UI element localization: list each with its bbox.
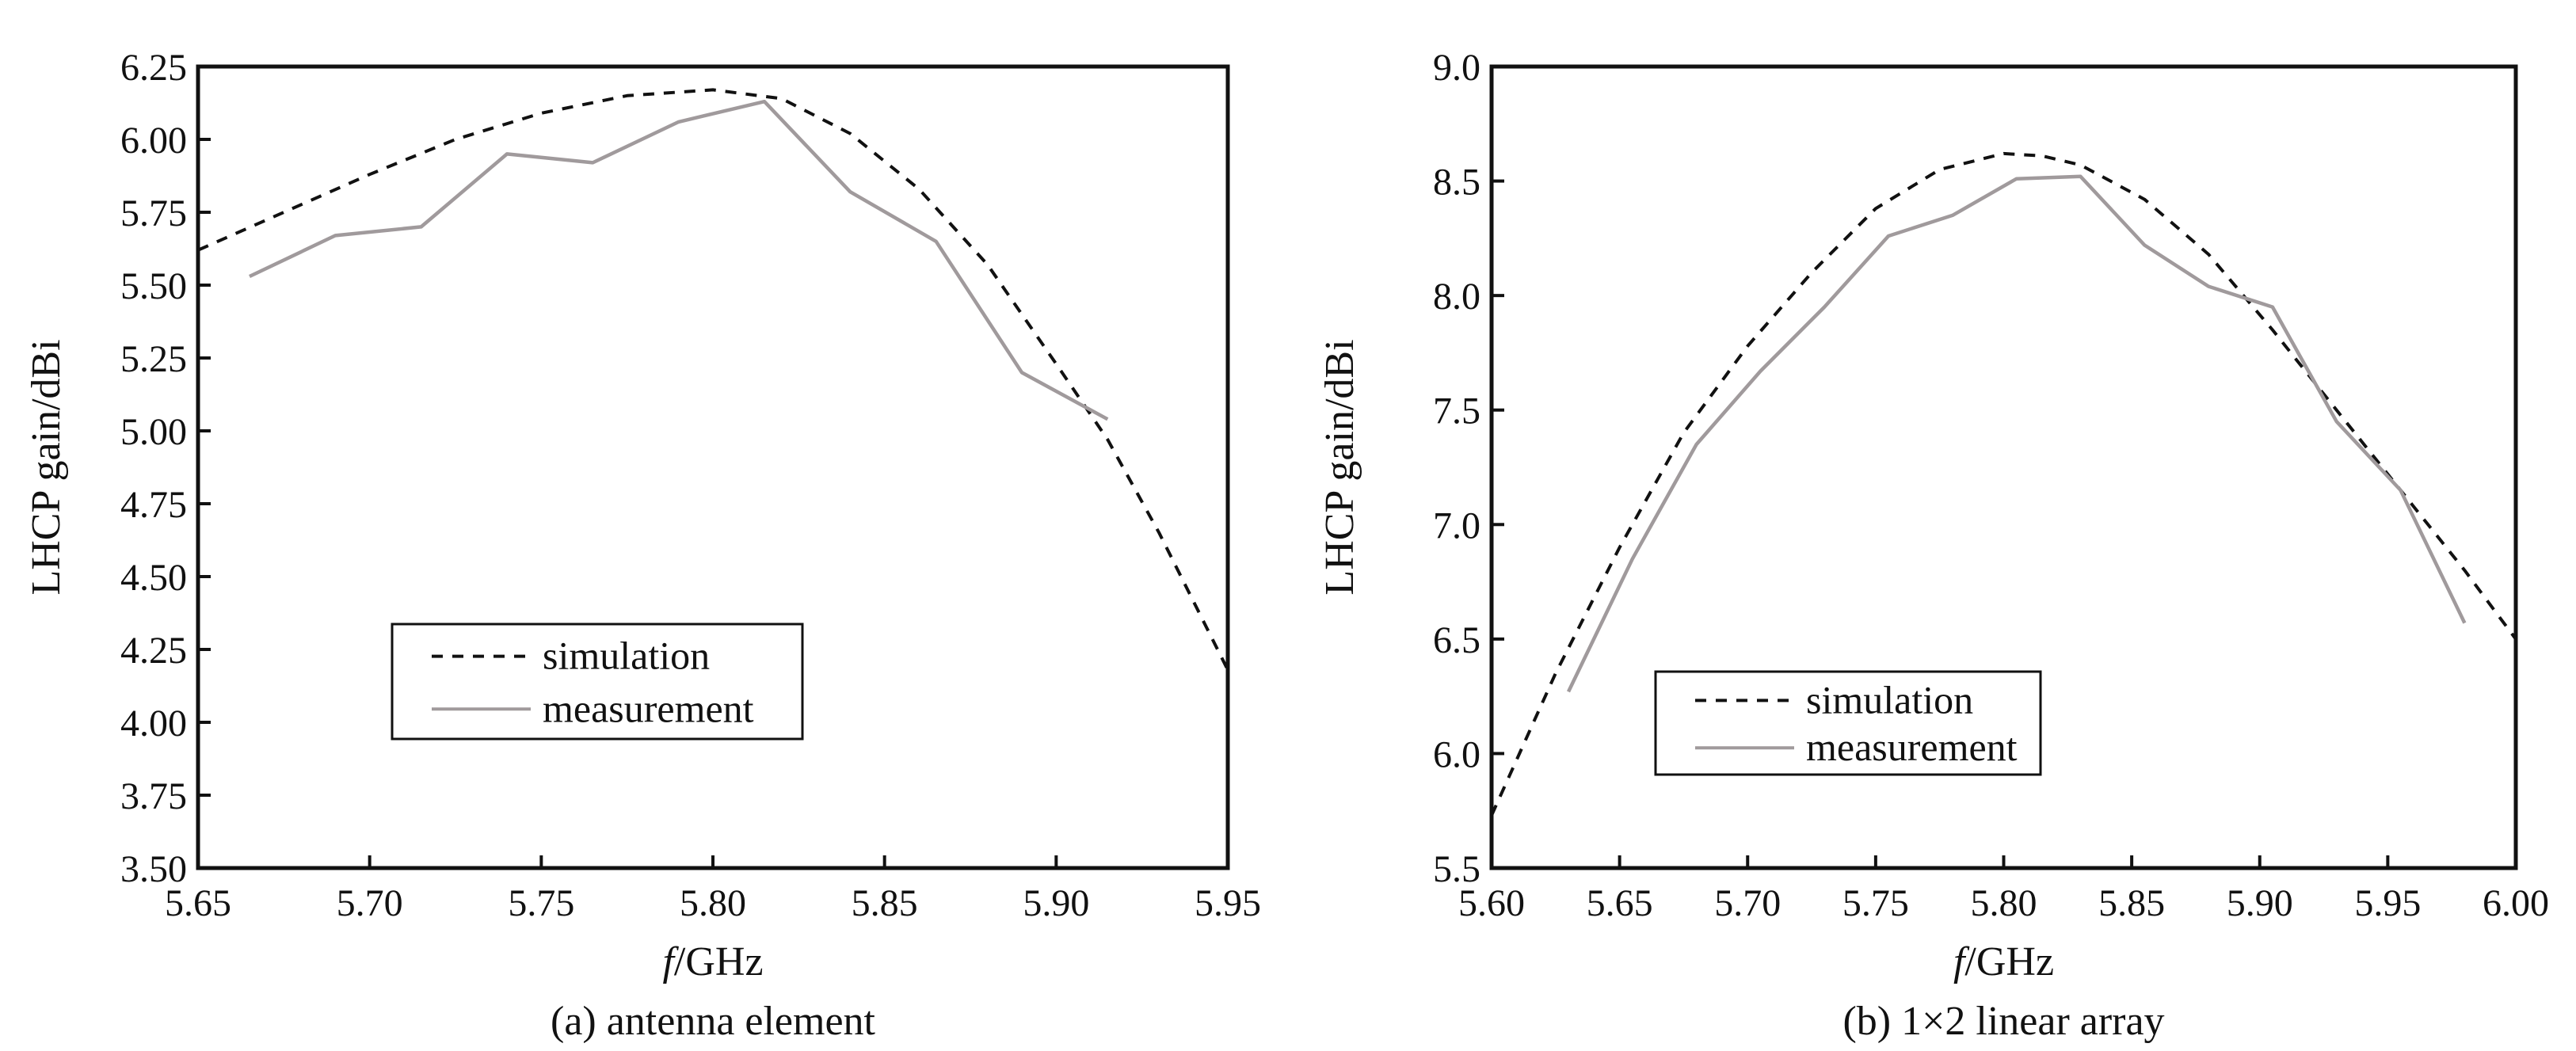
series-line-simulation xyxy=(1490,151,2517,817)
x-tick-label: 5.65 xyxy=(165,882,231,924)
y-tick-label: 6.5 xyxy=(1433,619,1480,661)
x-tick-label: 5.65 xyxy=(1587,882,1653,924)
x-tick-label: 5.80 xyxy=(680,882,746,924)
x-tick-label: 5.90 xyxy=(2227,882,2293,924)
x-tick-label: 5.75 xyxy=(508,882,574,924)
x-tick-label: 5.95 xyxy=(2354,882,2421,924)
x-axis-label-unit: /GHz xyxy=(674,939,764,984)
legend-measurement-label: measurement xyxy=(1806,725,2018,769)
series-line-measurement xyxy=(249,99,1109,421)
y-tick-label: 6.0 xyxy=(1433,733,1480,775)
y-tick-label: 5.5 xyxy=(1433,848,1480,890)
panel-caption: (a) antenna element xyxy=(551,999,876,1044)
x-tick-label: 5.70 xyxy=(1714,882,1781,924)
ticks-linear-array: 5.60 5.65 5.70 5.75 5.80 5.85 5.90 5.95 6.00 5.5 6… xyxy=(1433,47,2549,924)
plot-frame-antenna-element xyxy=(196,64,1230,870)
y-tick-label: 5.25 xyxy=(120,338,187,380)
x-tick-label: 5.80 xyxy=(1971,882,2037,924)
chart-panel-antenna-element: 5.65 5.70 5.75 5.80 5.85 5.90 5.95 3.50 3.75 4.00… xyxy=(24,47,1261,1044)
y-tick-label: 4.00 xyxy=(120,703,187,744)
y-tick-label: 8.5 xyxy=(1433,162,1480,204)
x-tick-label: 5.60 xyxy=(1458,882,1525,924)
y-tick-label: 4.50 xyxy=(120,557,187,599)
y-tick-label: 5.75 xyxy=(120,192,187,234)
legend-simulation-label: simulation xyxy=(543,634,710,678)
y-tick-label: 3.50 xyxy=(120,848,187,890)
x-axis-label: f/GHz xyxy=(1953,939,2054,984)
y-tick-label: 3.75 xyxy=(120,775,187,817)
y-tick-label: 6.00 xyxy=(120,120,187,162)
y-axis-label: LHCP gain/dBi xyxy=(1317,339,1362,595)
legend-simulation-label: simulation xyxy=(1806,677,1973,722)
x-axis-label-unit: /GHz xyxy=(1964,939,2054,984)
x-tick-label: 5.95 xyxy=(1195,882,1261,924)
x-tick-label: 5.70 xyxy=(337,882,403,924)
series-line-simulation xyxy=(197,88,1229,671)
y-tick-label: 8.0 xyxy=(1433,276,1480,318)
y-tick-label: 7.0 xyxy=(1433,505,1480,546)
y-tick-label: 7.5 xyxy=(1433,390,1480,432)
series-line-measurement xyxy=(1566,174,2467,693)
y-axis-label: LHCP gain/dBi xyxy=(24,339,69,595)
legend-antenna-element: simulation measurement xyxy=(391,623,804,741)
ticks-antenna-element: 5.65 5.70 5.75 5.80 5.85 5.90 5.95 3.50 3.75 4.00… xyxy=(120,47,1261,924)
x-axis-label: f/GHz xyxy=(662,939,763,984)
x-tick-label: 5.75 xyxy=(1842,882,1909,924)
y-tick-label: 4.25 xyxy=(120,630,187,672)
y-tick-label: 4.75 xyxy=(120,484,187,526)
legend-box xyxy=(1654,670,2042,776)
legend-box xyxy=(391,623,804,741)
x-tick-label: 5.85 xyxy=(2098,882,2165,924)
y-tick-label: 5.50 xyxy=(120,265,187,307)
chart-marks-linear-array xyxy=(1490,151,2517,817)
y-tick-label: 6.25 xyxy=(120,47,187,89)
chart-marks-antenna-element xyxy=(197,88,1229,671)
y-tick-label: 5.00 xyxy=(120,411,187,453)
legend-measurement-label: measurement xyxy=(543,686,754,730)
x-tick-label: 5.85 xyxy=(852,882,918,924)
panel-caption: (b) 1×2 linear array xyxy=(1842,999,2164,1044)
x-tick-label: 5.90 xyxy=(1023,882,1089,924)
chart-panel-linear-array: 5.60 5.65 5.70 5.75 5.80 5.85 5.90 5.95 6.00 5.5 6… xyxy=(1317,47,2549,1044)
x-tick-label: 6.00 xyxy=(2483,882,2549,924)
y-tick-label: 9.0 xyxy=(1433,47,1480,89)
legend-linear-array: simulation measurement xyxy=(1654,670,2042,776)
